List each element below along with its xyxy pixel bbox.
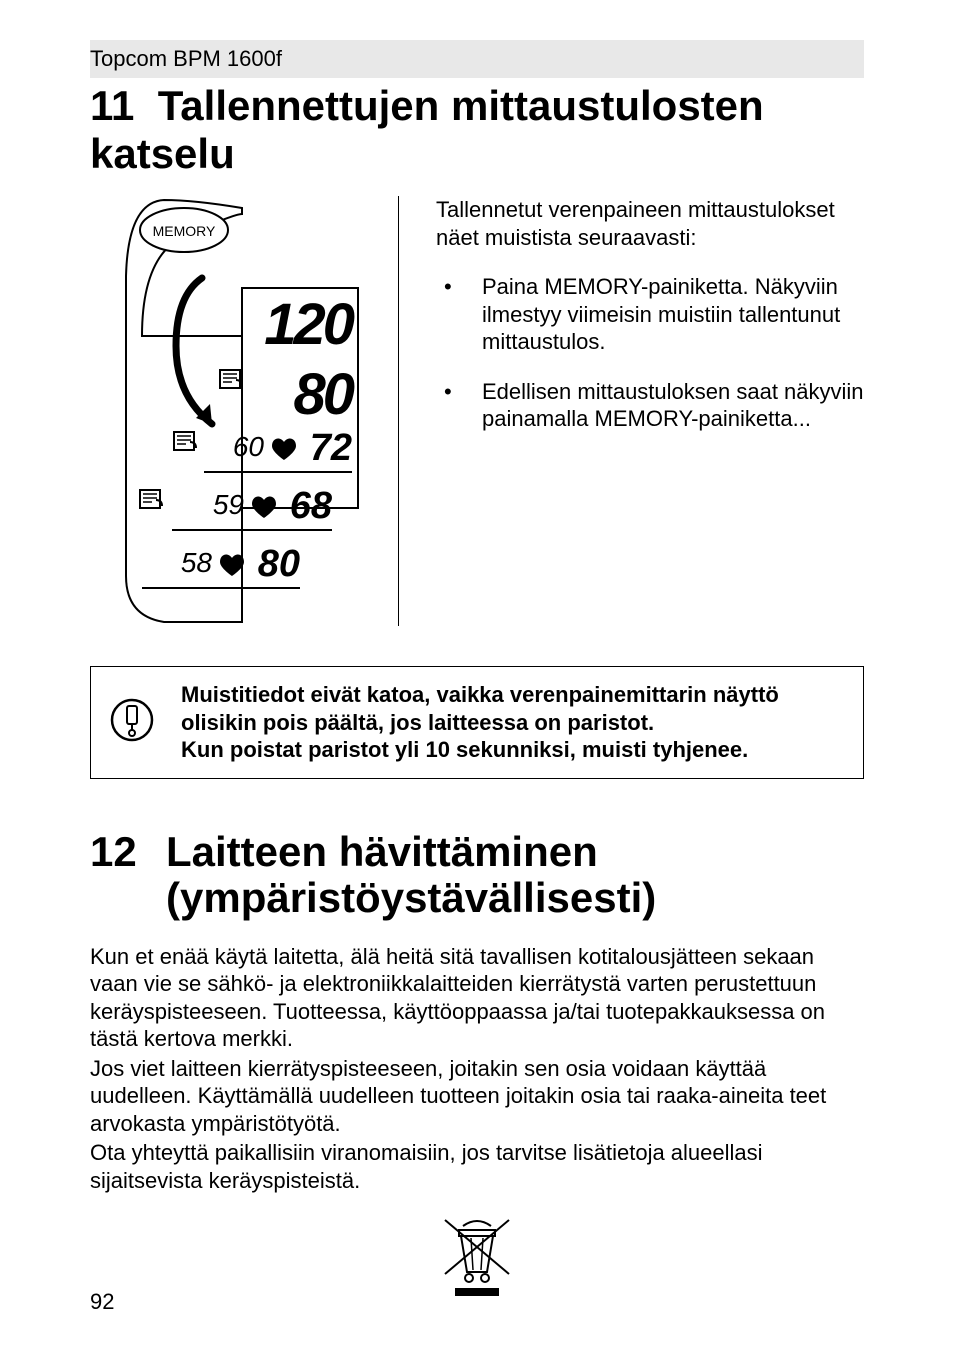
- section-12-para-3: Ota yhteyttä paikallisiin viranomaisiin,…: [90, 1139, 864, 1194]
- bullet-text: Paina MEMORY-painiketta. Näkyviin ilmest…: [482, 273, 864, 356]
- lcd-idx-1: 60: [233, 431, 265, 462]
- section-11-intro: Tallennetut verenpaineen mittaustulokset…: [436, 196, 864, 251]
- note-line-2: Kun poistat paristot yli 10 sekunniksi, …: [181, 737, 748, 762]
- note-text: Muistitiedot eivät katoa, vaikka verenpa…: [181, 681, 845, 764]
- section-12-para-1: Kun et enää käytä laitetta, älä heitä si…: [90, 943, 864, 1053]
- section-12-para-2: Jos viet laitteen kierrätyspisteeseen, j…: [90, 1055, 864, 1138]
- lcd-dia: 80: [293, 362, 354, 427]
- vertical-divider: [398, 196, 426, 626]
- lcd-pulse-3: 80: [258, 543, 300, 585]
- lcd-idx-2: 59: [213, 489, 244, 520]
- section-11-text: Tallennetut verenpaineen mittaustulokset…: [426, 196, 864, 626]
- section-11-heading: 11 Tallennettujen mittaustulosten katsel…: [90, 82, 864, 178]
- note-box: Muistitiedot eivät katoa, vaikka verenpa…: [90, 666, 864, 779]
- weee-symbol-wrap: [90, 1212, 864, 1302]
- bullet-item: • Paina MEMORY-painiketta. Näkyviin ilme…: [436, 273, 864, 356]
- bullet-marker: •: [436, 273, 482, 356]
- section-12-number: 12: [90, 829, 166, 921]
- section-12-title-line1: Laitteen hävittäminen: [166, 828, 598, 875]
- device-illustration: MEMORY 120 80 60 72: [90, 196, 398, 626]
- section-12-title: Laitteen hävittäminen (ympäristöystäväll…: [166, 829, 656, 921]
- section-12-title-line2: (ympäristöystävällisesti): [166, 874, 656, 921]
- lcd-sys: 120: [264, 292, 355, 357]
- lcd-pulse-2: 68: [290, 485, 333, 527]
- product-name: Topcom BPM 1600f: [90, 46, 282, 71]
- memory-button-label: MEMORY: [153, 223, 216, 239]
- running-header: Topcom BPM 1600f: [90, 40, 864, 78]
- lcd-idx-3: 58: [181, 547, 213, 578]
- lcd-pulse-1: 72: [310, 427, 352, 469]
- note-icon: [109, 694, 155, 751]
- bullet-marker: •: [436, 378, 482, 433]
- section-12-heading: 12 Laitteen hävittäminen (ympäristöystäv…: [90, 829, 864, 921]
- bullet-text: Edellisen mittaustuloksen saat näkyviin …: [482, 378, 864, 433]
- section-11-title: Tallennettujen mittaustulosten katselu: [90, 82, 764, 177]
- section-11-number: 11: [90, 82, 134, 129]
- weee-icon: [437, 1212, 517, 1302]
- section-11-content: MEMORY 120 80 60 72: [90, 196, 864, 626]
- bullet-item: • Edellisen mittaustuloksen saat näkyvii…: [436, 378, 864, 433]
- memory-device-svg: MEMORY 120 80 60 72: [124, 196, 364, 626]
- page-number: 92: [90, 1289, 114, 1315]
- note-line-1: Muistitiedot eivät katoa, vaikka verenpa…: [181, 682, 779, 735]
